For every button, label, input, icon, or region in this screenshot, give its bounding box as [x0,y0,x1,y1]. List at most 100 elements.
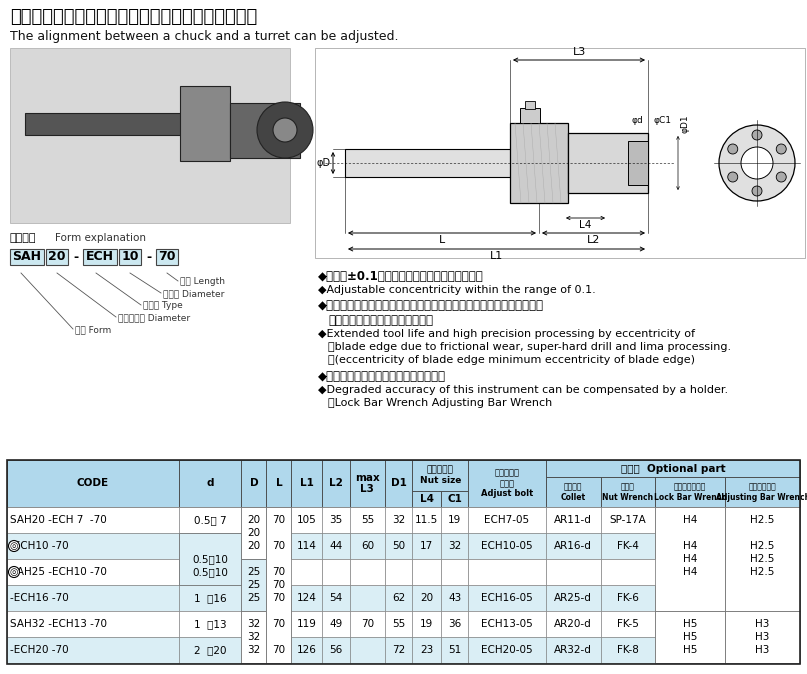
Text: ナット小法
Nut size: ナット小法 Nut size [420,466,461,485]
Bar [25,113,190,135]
Text: 32: 32 [247,645,261,655]
Text: ECH10-05: ECH10-05 [481,541,533,551]
Text: 50: 50 [392,541,405,551]
Bar [655,611,725,663]
Text: FK-5: FK-5 [617,619,639,629]
Bar [568,133,648,193]
Bar [385,585,412,611]
Bar [525,101,535,109]
Text: 62: 62 [392,593,405,603]
Text: ECH20-05: ECH20-05 [481,645,533,655]
Bar [441,491,468,507]
Text: D1: D1 [391,479,407,489]
Bar [725,637,800,663]
Text: 0.5～10: 0.5～10 [192,567,228,577]
Text: 55: 55 [361,515,374,525]
Bar [7,559,179,585]
Text: 124: 124 [297,593,317,603]
Bar [628,141,648,185]
Bar [441,559,468,585]
Bar [546,585,600,611]
Text: 70: 70 [272,645,286,655]
Text: L2: L2 [329,479,343,489]
Bar [725,611,800,637]
Bar [510,123,568,203]
Text: H4: H4 [683,541,697,551]
Text: 10: 10 [121,251,139,264]
Bar [7,533,179,559]
Text: 70: 70 [272,541,286,551]
Bar [350,533,385,559]
Bar [600,611,655,637]
Bar [441,585,468,611]
Text: 32: 32 [392,515,405,525]
Bar [241,585,266,611]
Bar [600,477,655,507]
Bar [441,559,468,585]
Text: アジャスト
ボルト
Adjust bolt: アジャスト ボルト Adjust bolt [481,468,533,498]
Text: 高め、高精度加工ができます。: 高め、高精度加工ができます。 [328,314,433,327]
Bar [385,637,412,663]
Bar [323,611,350,637]
Circle shape [741,147,773,179]
Bar [179,507,241,533]
Bar [655,507,725,611]
Text: 20: 20 [247,515,261,525]
Text: 114: 114 [297,541,317,551]
Text: ◆調整量±0.1の範囲で芯ズレを調整できます。: ◆調整量±0.1の範囲で芯ズレを調整できます。 [318,270,483,283]
Text: スパナ
Nut Wrench: スパナ Nut Wrench [602,483,654,501]
Text: H2.5: H2.5 [751,515,775,525]
Bar [323,533,350,559]
Bar [266,507,291,663]
Text: 49: 49 [329,619,343,629]
Text: (eccentricity of blade edge minimum eccentricity of blade edge): (eccentricity of blade edge minimum ecce… [328,355,695,365]
Text: 2  ～20: 2 ～20 [194,645,227,655]
Bar [345,149,515,177]
Bar [441,637,468,663]
Bar [546,533,600,559]
Bar [323,507,350,533]
Text: 70: 70 [272,567,286,577]
Text: ECH16-05: ECH16-05 [481,593,533,603]
Bar [412,559,441,585]
Bar [725,559,800,585]
Bar [350,585,385,611]
Text: 70: 70 [272,580,286,590]
Text: コレット
Collet: コレット Collet [561,483,586,501]
Bar [241,611,266,663]
Bar [179,460,241,507]
Bar [10,249,44,265]
Text: AR32-d: AR32-d [554,645,592,655]
Bar [385,611,412,637]
Text: L4: L4 [579,220,592,230]
Bar [230,103,300,158]
Text: チャックと本機タレットの芯ズレを調整できます。: チャックと本機タレットの芯ズレを調整できます。 [10,8,257,26]
Text: AR16-d: AR16-d [554,541,592,551]
Bar [241,460,266,507]
Bar [350,637,385,663]
Text: 0.5～10: 0.5～10 [192,554,228,564]
Text: 19: 19 [448,515,462,525]
Bar [7,507,179,533]
Text: 25: 25 [247,580,261,590]
Text: H4: H4 [683,567,697,577]
Text: ◆Adjustable concentricity within the range of 0.1.: ◆Adjustable concentricity within the ran… [318,285,596,295]
Bar [241,611,266,637]
Bar [655,533,725,559]
Bar [655,507,725,533]
Bar [266,507,291,533]
Bar [412,507,441,533]
Text: 25: 25 [247,567,261,577]
Bar [241,507,266,533]
Text: H2.5: H2.5 [751,567,775,577]
Bar [179,637,241,663]
Bar [412,637,441,663]
Bar [546,637,600,663]
Bar [323,460,350,507]
Text: H5: H5 [683,632,697,642]
Text: H2.5: H2.5 [751,554,775,564]
Bar [179,559,241,585]
Bar [266,533,291,559]
Text: 51: 51 [448,645,462,655]
Circle shape [273,118,297,142]
